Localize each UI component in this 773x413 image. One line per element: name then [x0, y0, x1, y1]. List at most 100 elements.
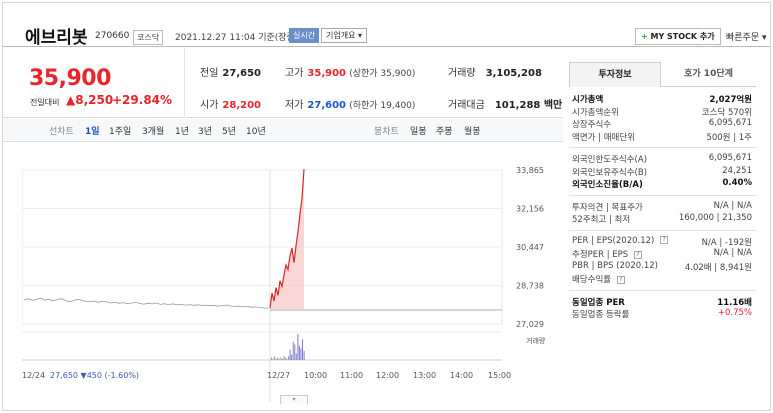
info-row: 외국인한도주식수(A) 6,095,671	[569, 153, 756, 166]
info-label: 시가총액	[572, 95, 604, 105]
add-mystock-button[interactable]: + MY STOCK 추가	[635, 28, 721, 45]
stat-low: 저가 27,600 (하한가 19,400)	[285, 96, 415, 111]
tab-1day[interactable]: 1일	[85, 127, 100, 137]
market-badge: 코스닥	[133, 30, 164, 45]
info-row: 액면가 | 매매단위 500원 | 1주	[569, 131, 756, 144]
help-icon[interactable]: ?	[633, 250, 642, 259]
info-label: 외국인보유주식수(B)	[572, 167, 648, 178]
stat-trade-value: 거래대금 101,288 백만	[448, 96, 562, 111]
tab-1year[interactable]: 1년	[175, 127, 190, 137]
period-tabs: 선차트 1일 1주일 3개월 1년 3년 5년 10년 봉차트 일봉 주봉 월봉	[3, 119, 563, 142]
tab-orderbook[interactable]: 호가 10단계	[661, 62, 756, 87]
intraday-price-chart[interactable]: 33,865 32,156 30,447 28,738 27,029 거래량 12/24 12…	[22, 164, 562, 404]
panel-divider	[569, 194, 756, 196]
stock-name[interactable]: 에브리봇	[25, 28, 88, 48]
volume-bar	[303, 350, 305, 360]
volume-bar	[300, 348, 302, 360]
info-value: 코스닥 570위	[701, 107, 752, 118]
prev-day-summary: 27,650 ▼450 (-1.60%)	[50, 371, 139, 380]
chevron-down-icon: ▾	[292, 396, 296, 403]
current-price: 35,900	[29, 66, 111, 91]
tab-3month[interactable]: 3개월	[142, 127, 165, 137]
volume-bar	[281, 358, 283, 360]
price-change: ▲8,250	[66, 93, 113, 107]
info-value: N/A | N/A	[713, 248, 752, 258]
tab-daily-candle[interactable]: 일봉	[410, 127, 427, 137]
tab-3year[interactable]: 3년	[198, 127, 213, 137]
price-change-pct: +29.84%	[112, 93, 173, 107]
tab-5year[interactable]: 5년	[222, 127, 237, 137]
info-row: 동일업종 등락률 +0.75%	[569, 308, 756, 321]
tab-invest-info[interactable]: 투자정보	[569, 62, 661, 87]
x-tick-label: 10:00	[304, 371, 327, 380]
stat-value: 27,650	[222, 68, 261, 79]
stat-volume: 거래량 3,105,208	[448, 64, 542, 79]
volume-bar	[283, 356, 285, 360]
info-row: PBR | BPS (2020.12) 4.02배 | 8,941원	[569, 261, 756, 274]
stat-value: 3,105,208	[485, 68, 542, 79]
info-label: 동일업종 PER	[572, 297, 625, 308]
stat-label: 고가	[285, 68, 304, 79]
stat-value: 101,288 백만	[494, 100, 563, 111]
info-value: 24,251	[722, 165, 752, 176]
info-row: 외국인보유주식수(B) 24,251	[569, 166, 756, 179]
candle-chart-label[interactable]: 봉차트	[374, 127, 399, 137]
stat-open: 시가 28,200	[200, 96, 261, 111]
volume-bar	[302, 339, 303, 360]
help-icon[interactable]: ?	[660, 236, 669, 244]
volume-bar	[284, 357, 286, 360]
line-chart-label[interactable]: 선차트	[49, 127, 74, 137]
x-tick-label: 12:00	[376, 371, 399, 380]
info-value: N/A | N/A	[713, 200, 752, 211]
info-row: 시가총액순위 코스닥 570위	[569, 106, 756, 119]
x-tick-label: 12/27	[267, 371, 290, 380]
series-line-today	[269, 169, 305, 309]
info-row: 동일업종 PER 11.16배	[569, 296, 756, 309]
stock-header: 에브리봇 270660 코스닥 2021.12.27 11:04 기준(장중) …	[3, 3, 770, 48]
volume-bar	[272, 358, 274, 360]
y-tick-label: 32,156	[516, 205, 544, 214]
info-value: N/A | -192원	[701, 237, 752, 248]
current-price-block: 35,900 전일대비 ▲8,250 +29.84%	[3, 48, 185, 118]
stat-label: 전일	[200, 68, 219, 79]
x-tick-label: 11:00	[340, 371, 363, 380]
quick-order-dropdown[interactable]: 빠른주문 ▾	[726, 33, 767, 43]
panel-divider	[569, 229, 756, 231]
info-value: 11.16배	[717, 297, 752, 308]
info-label: PBR | BPS (2020.12)	[572, 260, 658, 271]
info-label: 상장주식수	[572, 120, 612, 130]
volume-bar	[280, 357, 282, 360]
info-value: 0.40%	[722, 178, 753, 188]
company-info-dropdown[interactable]: 기업개요 ▾	[321, 28, 367, 43]
info-row: 상장주식수 6,095,671	[569, 118, 756, 131]
info-value: +0.75%	[717, 308, 752, 318]
plus-icon: +	[641, 32, 651, 41]
y-tick-label: 33,865	[516, 166, 544, 175]
add-mystock-label: MY STOCK 추가	[650, 32, 715, 41]
x-tick-label: 13:00	[413, 371, 436, 380]
help-icon[interactable]: ?	[616, 275, 625, 284]
upper-limit: (상한가 35,900)	[349, 69, 416, 79]
collapse-handle[interactable]: ▾	[280, 395, 308, 404]
volume-bar	[294, 344, 296, 360]
volume-bar	[292, 341, 294, 360]
series-line-prev-day	[23, 297, 269, 309]
info-value: 500원 | 1주	[706, 132, 752, 143]
tab-10year[interactable]: 10년	[246, 127, 266, 137]
tab-monthly-candle[interactable]: 월봉	[464, 127, 481, 137]
volume-label: 거래량	[526, 336, 546, 345]
realtime-badge[interactable]: 실시간	[289, 28, 320, 43]
info-label: 52주최고 | 최저	[572, 215, 631, 225]
volume-bar	[286, 358, 288, 360]
info-row: PER | EPS(2020.12) ? N/A | -192원	[569, 236, 756, 249]
tab-1week[interactable]: 1주일	[109, 127, 132, 137]
info-value: 160,000 | 21,350	[678, 213, 752, 223]
price-change-value: 8,250	[75, 93, 114, 107]
x-tick-label: 12/24	[22, 371, 45, 380]
volume-bar	[271, 357, 272, 360]
lower-limit: (하한가 19,400)	[349, 101, 416, 111]
volume-bar	[298, 345, 300, 360]
tab-weekly-candle[interactable]: 주봉	[436, 127, 453, 137]
stat-label: 거래대금	[448, 100, 485, 111]
info-value: 6,095,671	[708, 118, 752, 128]
